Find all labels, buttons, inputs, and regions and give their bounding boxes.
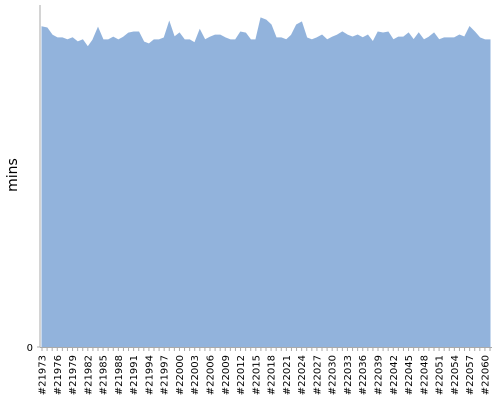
x-tick-label: #22003	[190, 355, 201, 395]
x-tick-label: #22033	[343, 355, 354, 395]
x-tick-label: #21991	[129, 355, 140, 395]
x-tick-label: #21997	[160, 355, 171, 395]
x-tick-label: #21988	[114, 355, 125, 395]
x-tick-label: #22060	[480, 355, 491, 395]
x-tick-label: #21985	[99, 355, 110, 395]
x-tick-label: #22048	[419, 355, 430, 395]
x-tick-label: #21979	[68, 355, 79, 395]
x-tick-label: #22057	[465, 355, 476, 395]
x-tick-label: #22045	[404, 355, 415, 395]
x-tick-label: #22051	[435, 355, 446, 395]
x-tick-label: #21976	[53, 355, 64, 395]
x-tick-label: #22024	[297, 355, 308, 395]
x-tick-label: #21982	[83, 355, 94, 395]
x-tick-label: #22027	[312, 355, 323, 395]
x-tick-label: #22009	[221, 355, 232, 395]
y-axis-title: mins	[5, 158, 21, 192]
x-tick-label: #21994	[144, 355, 155, 395]
x-tick-label: #22039	[374, 355, 385, 395]
x-tick-label: #22000	[175, 355, 186, 395]
x-tick-label: #22018	[267, 355, 278, 395]
x-tick-label: #22006	[206, 355, 217, 395]
x-tick-label: #22054	[450, 355, 461, 395]
x-tick-label: #22030	[328, 355, 339, 395]
area	[41, 17, 491, 348]
x-tick-label: #21973	[38, 355, 49, 395]
x-tick-label: #22015	[251, 355, 262, 395]
x-tick-label: #22042	[389, 355, 400, 395]
x-tick-label: #22012	[236, 355, 247, 395]
y-tick-label: 0	[27, 343, 33, 354]
x-tick-label: #22036	[358, 355, 369, 395]
x-tick-label: #22021	[282, 355, 293, 395]
